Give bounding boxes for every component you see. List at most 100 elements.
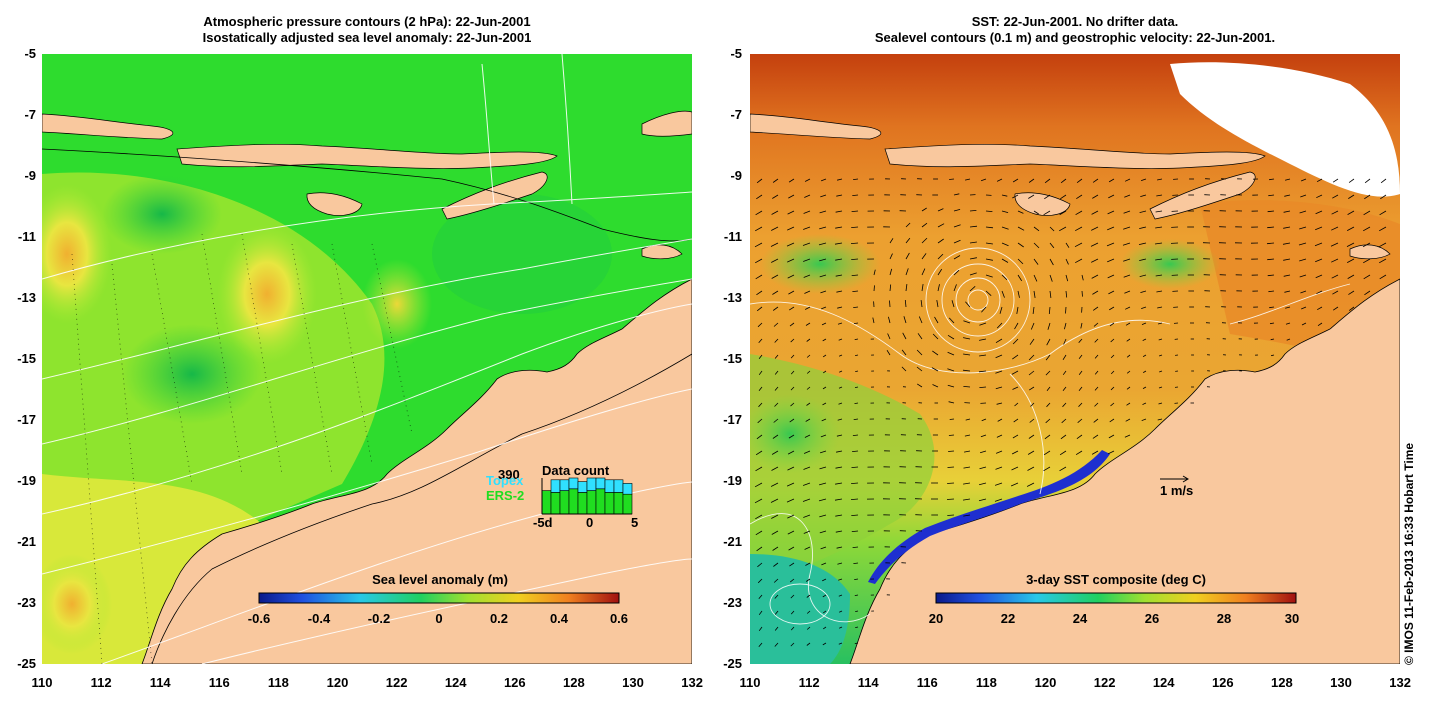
velocity-arrow [963,353,971,356]
velocity-arrow [1017,290,1020,298]
velocity-arrow [820,546,827,550]
velocity-arrow [1331,274,1339,279]
velocity-arrow [1108,434,1115,439]
velocity-arrow [1141,322,1147,325]
velocity-arrow [1044,194,1051,200]
velocity-arrow [1017,210,1024,214]
velocity-arrow [1045,354,1051,361]
velocity-arrow [803,450,811,454]
ers-bar [613,492,624,515]
velocity-arrow [947,514,955,516]
velocity-arrow [1107,450,1115,455]
velocity-arrow [804,290,811,294]
velocity-arrow [772,434,779,439]
velocity-arrow [916,366,923,372]
velocity-arrow [755,450,763,456]
velocity-arrow [1139,226,1147,229]
velocity-arrow [873,285,875,292]
velocity-arrow [803,514,811,518]
velocity-arrow [1156,194,1163,197]
velocity-arrow [787,450,795,455]
ers-bar [586,490,597,515]
velocity-arrow [1331,210,1339,215]
velocity-arrow [1059,450,1067,456]
velocity-arrow [932,384,939,388]
velocity-arrow [834,242,843,245]
velocity-arrow [996,434,1003,438]
velocity-arrow [1090,242,1099,247]
low-anomaly-cell-3 [432,194,612,314]
velocity-arrow [804,194,811,198]
velocity-arrow [756,546,763,552]
velocity-arrow [981,418,987,422]
topex-bar [595,477,606,490]
velocity-arrow [1049,258,1054,266]
velocity-arrow [854,594,859,596]
velocity-arrow [1126,338,1131,342]
velocity-arrow [936,300,939,308]
lat-tick-label: -5 [730,46,742,61]
velocity-arrow [948,434,955,436]
left-northeast-islands [641,110,692,137]
lon-tick-label: 114 [857,675,879,690]
velocity-arrow [806,642,811,646]
sst-tick-26: 26 [1144,611,1160,626]
velocity-arrow [1049,242,1055,249]
pressure-contours [42,54,692,664]
velocity-arrow [1110,386,1115,391]
velocity-arrow [1314,242,1323,247]
velocity-arrow [963,320,971,324]
velocity-arrow [787,514,795,519]
velocity-arrow [1075,226,1083,232]
velocity-arrow [1124,434,1131,438]
velocity-arrow [979,386,987,388]
velocity-arrow [789,418,795,423]
velocity-arrow [1378,242,1387,248]
velocity-arrow [822,386,827,390]
velocity-arrow [1013,418,1019,423]
velocity-arrow [981,306,987,313]
velocity-arrow [1108,178,1115,183]
lon-tick-label: 132 [681,675,703,690]
velocity-arrow [999,306,1003,314]
velocity-arrow [1106,242,1115,247]
lon-tick-label: 130 [622,675,644,690]
velocity-arrow [1316,178,1323,183]
velocity-arrow [804,434,811,438]
lat-tick-label: -21 [723,534,742,549]
low-anomaly-cell-1 [102,174,222,254]
velocity-arrow [1283,210,1291,213]
timor-island [441,171,548,220]
velocity-arrow [916,349,923,356]
velocity-arrow [770,242,779,247]
velocity-arrow [774,354,779,359]
velocity-arrow [1126,402,1131,406]
velocity-arrow [1348,306,1355,311]
left-title-line2: Isostatically adjusted sea level anomaly… [202,30,532,45]
velocity-arrow [963,466,971,469]
velocity-arrow [1091,274,1099,279]
velocity-arrow [948,317,955,324]
velocity-scale-label: 1 m/s [1160,483,1194,498]
velocity-arrow [1141,306,1147,309]
velocity-arrow [1075,450,1083,456]
velocity-arrow [1062,370,1067,376]
velocity-arrow [758,338,763,344]
velocity-arrow [1001,194,1008,197]
velocity-arrow [774,338,779,343]
velocity-arrow [937,223,945,228]
inset-axis-left: -5d [533,515,553,530]
velocity-arrow [1030,402,1035,407]
velocity-arrow [771,274,779,279]
velocity-arrow [755,274,763,280]
velocity-arrow [1049,274,1053,282]
velocity-arrow [774,610,779,615]
low-anomaly-cell-2 [122,324,262,424]
left-isobath [42,148,692,664]
velocity-arrow [1028,434,1035,439]
velocity-arrow [934,316,939,324]
velocity-arrow [786,498,795,503]
velocity-arrow [803,274,811,278]
velocity-arrow [1270,338,1275,341]
velocity-arrow [853,562,859,564]
